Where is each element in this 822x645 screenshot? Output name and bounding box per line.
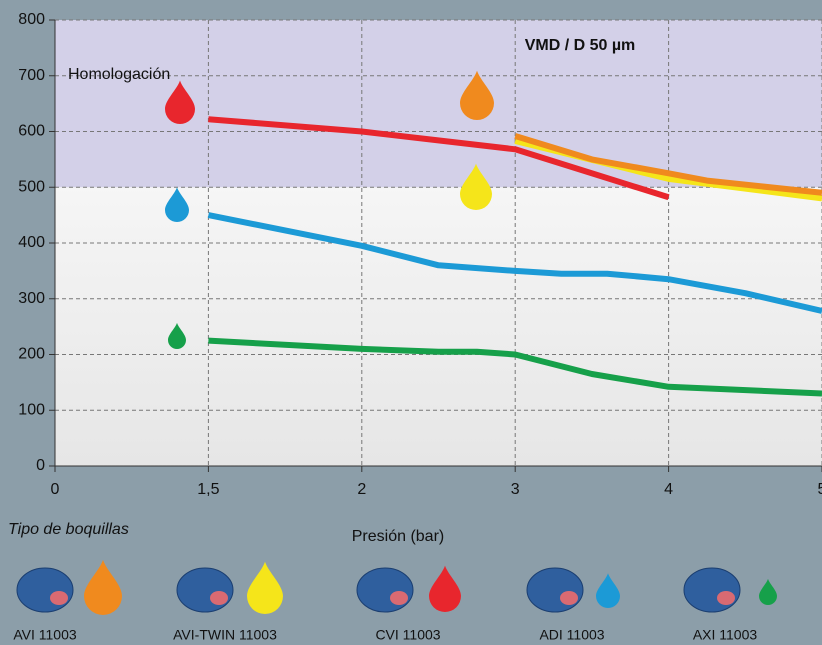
nozzle-tip	[717, 591, 735, 605]
drop-icon	[460, 70, 494, 120]
drop-icon	[460, 163, 492, 210]
y-tick-label: 0	[36, 457, 45, 474]
series-line	[514, 133, 822, 196]
nozzle-tip	[50, 591, 68, 605]
y-tick-label: 100	[18, 401, 45, 418]
y-tick-label: 800	[18, 11, 45, 28]
y-tick-label: 500	[18, 178, 45, 195]
nozzle-icon	[526, 567, 584, 613]
drop-icon	[165, 187, 189, 222]
legend-label: AVI 11003	[13, 627, 77, 643]
legend-label: CVI 11003	[375, 627, 440, 643]
drop-icon	[165, 80, 195, 124]
x-tick-label: 4	[664, 481, 673, 498]
nozzle-tip	[210, 591, 228, 605]
nozzle-icon	[16, 567, 74, 613]
legend-drop	[429, 565, 461, 612]
nozzle-tip	[560, 591, 578, 605]
x-tick-label: 1,5	[197, 481, 219, 498]
drop-icon	[168, 322, 186, 349]
y-tick-label: 300	[18, 290, 45, 307]
x-tick-label: 0	[51, 481, 60, 498]
legend-drop	[596, 573, 620, 608]
y-tick-label: 700	[18, 67, 45, 84]
legend-drop	[84, 559, 122, 615]
series-line	[208, 116, 670, 201]
legend-drop	[247, 561, 283, 614]
legend-label: ADI 11003	[539, 627, 604, 643]
band-label: Homologación	[68, 66, 170, 83]
y-tick-label: 200	[18, 346, 45, 363]
x-tick-label: 3	[511, 481, 520, 498]
nozzle-icon	[356, 567, 414, 613]
x-tick-label: 2	[357, 481, 366, 498]
legend-title: Tipo de boquillas	[8, 521, 129, 538]
y-tick-label: 400	[18, 234, 45, 251]
y-tick-label: 600	[18, 123, 45, 140]
nozzle-icon	[683, 567, 741, 613]
legend-label: AXI 11003	[693, 627, 758, 643]
series-line	[207, 212, 822, 314]
legend-label: AVI-TWIN 11003	[173, 627, 277, 643]
series-line	[208, 337, 822, 397]
x-tick-label: 5	[818, 481, 822, 498]
legend-drop	[759, 578, 777, 605]
nozzle-icon	[176, 567, 234, 613]
x-axis-label: Presión (bar)	[352, 528, 444, 545]
nozzle-tip	[390, 591, 408, 605]
corner-label: VMD / D 50 µm	[525, 37, 636, 54]
